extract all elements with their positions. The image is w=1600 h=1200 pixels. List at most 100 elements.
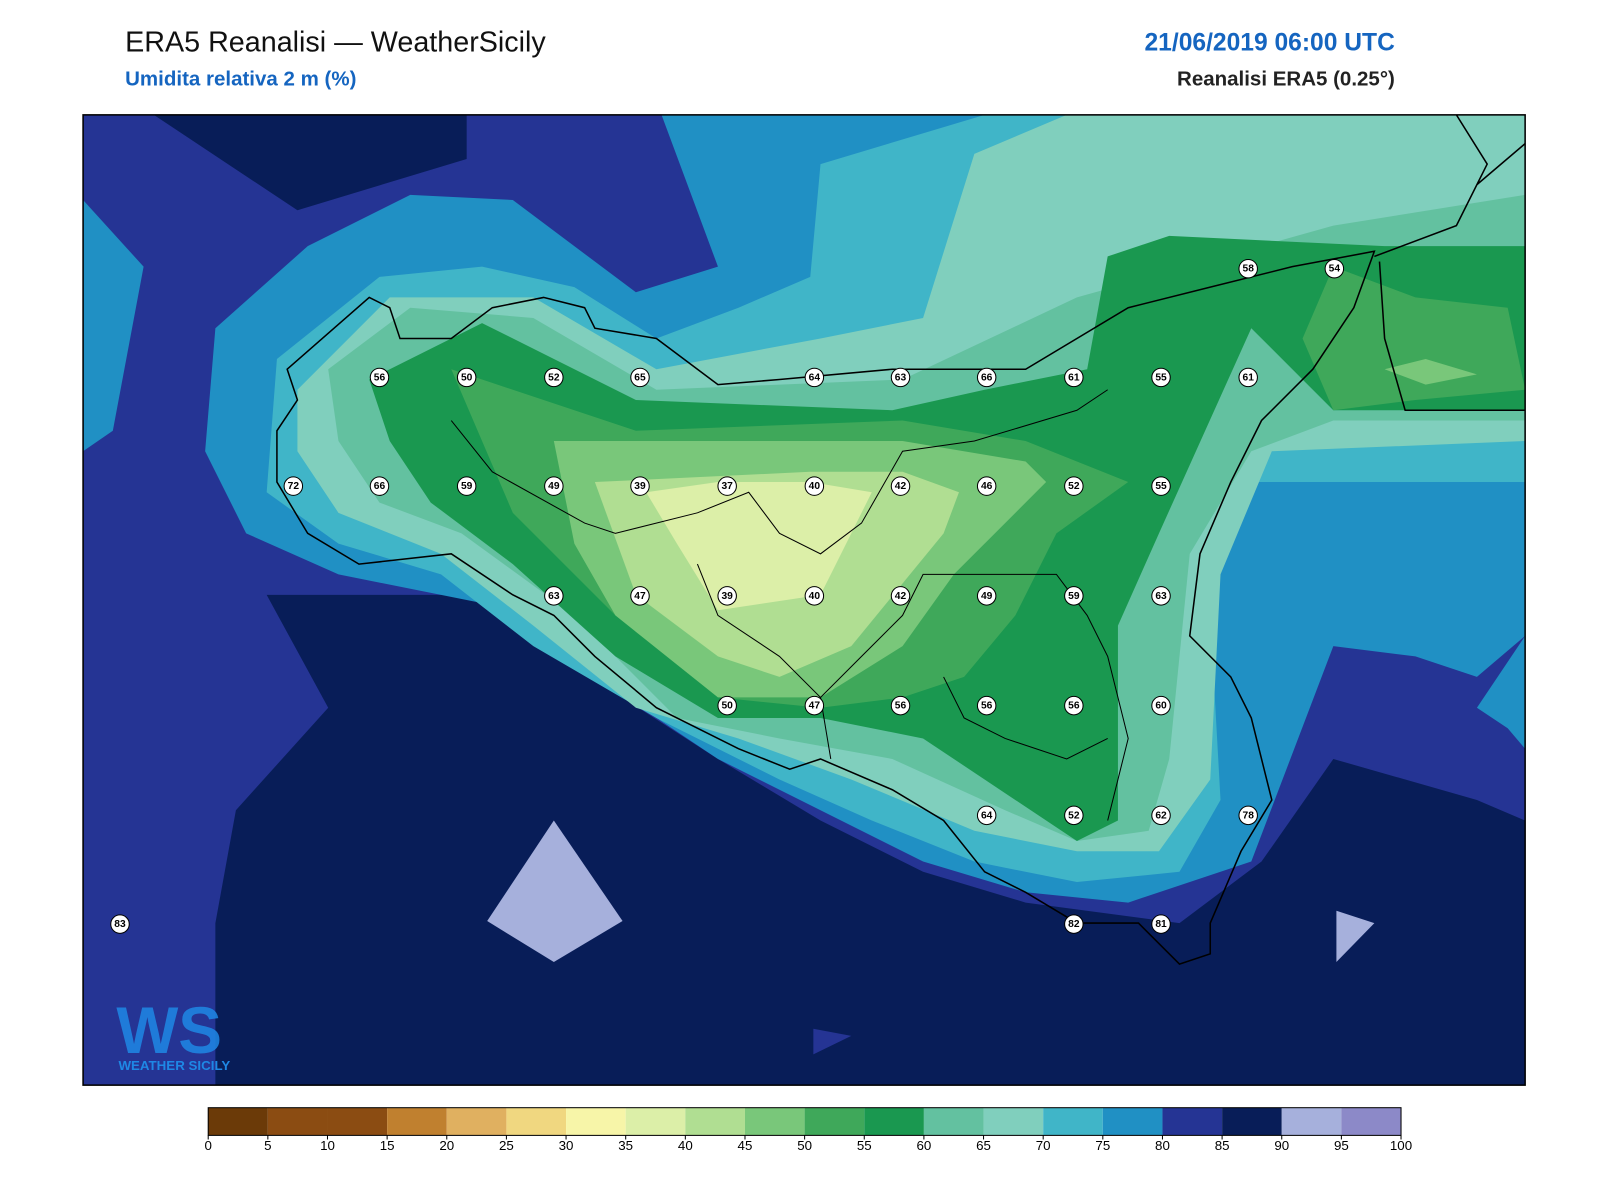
colorbar-bin <box>983 1107 1044 1136</box>
station-value: 54 <box>1329 264 1341 275</box>
station: 56 <box>976 695 997 716</box>
station-marker <box>456 476 477 496</box>
station-value: 56 <box>1068 701 1080 712</box>
colorbar-bin <box>1162 1107 1223 1136</box>
coastline <box>276 114 1526 965</box>
station: 61 <box>1238 367 1258 388</box>
station-value: 37 <box>721 481 733 492</box>
station: 42 <box>890 586 911 606</box>
contour-band <box>1476 635 1526 749</box>
logo-mark: WS <box>116 994 222 1067</box>
station: 50 <box>717 695 737 716</box>
station-marker <box>890 586 911 606</box>
station-marker <box>456 367 477 388</box>
station-marker <box>976 367 997 388</box>
colorbar-bin <box>327 1107 388 1136</box>
station-value: 39 <box>721 591 733 602</box>
station-marker <box>976 586 997 606</box>
station-value: 50 <box>721 701 733 712</box>
station: 40 <box>804 476 825 496</box>
station: 59 <box>1064 586 1084 606</box>
station: 52 <box>1064 476 1084 496</box>
station: 55 <box>1151 367 1171 388</box>
colorbar-bin <box>625 1107 686 1136</box>
contour-band <box>487 820 623 963</box>
station: 40 <box>804 586 825 606</box>
station-value: 62 <box>1155 810 1167 821</box>
station-marker <box>110 914 130 934</box>
colorbar-bin <box>566 1107 626 1136</box>
map-frame <box>82 114 1526 1086</box>
station: 49 <box>976 586 997 606</box>
title: ERA5 Reanalisi — WeatherSicily <box>125 27 546 59</box>
station-value: 63 <box>548 591 560 602</box>
colorbar-tick-label: 85 <box>1215 1138 1230 1153</box>
station: 56 <box>369 367 390 388</box>
colorbar-tick-label: 20 <box>439 1138 454 1153</box>
station: 81 <box>1151 914 1171 934</box>
contour-band <box>83 199 144 452</box>
station-marker <box>1324 258 1345 279</box>
colorbar-bin <box>1043 1107 1103 1136</box>
station: 64 <box>976 805 997 826</box>
station-value: 60 <box>1155 701 1167 712</box>
colorbar-bin <box>744 1107 805 1136</box>
station-marker <box>544 586 564 606</box>
colorbar-tick-label: 25 <box>499 1138 514 1153</box>
station: 56 <box>890 695 911 716</box>
station-marker <box>1151 586 1171 606</box>
station-value: 82 <box>1068 919 1080 930</box>
colorbar-tick-label: 60 <box>916 1138 931 1153</box>
station: 39 <box>717 586 737 606</box>
station-marker <box>544 476 564 496</box>
station: 60 <box>1151 695 1171 716</box>
station-value: 40 <box>809 481 821 492</box>
station-value: 55 <box>1155 372 1167 383</box>
station: 61 <box>1064 367 1084 388</box>
station: 56 <box>1064 695 1084 716</box>
station-value: 56 <box>895 701 907 712</box>
station-value: 63 <box>1155 591 1167 602</box>
contour-band <box>1384 358 1477 385</box>
station: 64 <box>804 367 825 388</box>
colorbar-tick-label: 30 <box>559 1138 574 1153</box>
station: 46 <box>976 476 997 496</box>
colorbar-tick-label: 40 <box>678 1138 693 1153</box>
station: 59 <box>456 476 477 496</box>
station-value: 61 <box>1068 372 1080 383</box>
contour-fields <box>83 114 1526 1086</box>
station-value: 42 <box>895 481 907 492</box>
station: 47 <box>804 695 825 716</box>
colorbar-tick-label: 50 <box>797 1138 812 1153</box>
station-marker <box>1064 586 1084 606</box>
station-value: 42 <box>895 591 907 602</box>
colorbar-bin <box>1341 1107 1402 1136</box>
station-value: 63 <box>895 372 907 383</box>
station-value: 59 <box>1068 591 1080 602</box>
station-value: 52 <box>1068 481 1080 492</box>
station-marker <box>1064 914 1084 934</box>
colorbar-tick-label: 5 <box>264 1138 271 1153</box>
contour-band <box>1336 910 1375 963</box>
station: 78 <box>1238 805 1258 826</box>
station-marker <box>1151 695 1171 716</box>
station-value: 83 <box>114 919 126 930</box>
station-marker <box>804 586 825 606</box>
colorbar-tick-label: 35 <box>618 1138 633 1153</box>
station-value: 59 <box>461 481 473 492</box>
station: 50 <box>456 367 477 388</box>
station: 49 <box>544 476 564 496</box>
station-value: 50 <box>461 372 473 383</box>
station-value: 56 <box>981 701 993 712</box>
station: 66 <box>976 367 997 388</box>
station-marker <box>630 367 650 388</box>
station-marker <box>283 476 304 496</box>
logo-name: WEATHER SICILY <box>118 1058 230 1073</box>
station-value: 49 <box>548 481 560 492</box>
station-value: 64 <box>981 810 993 821</box>
station-value: 65 <box>634 372 646 383</box>
station: 55 <box>1151 476 1171 496</box>
station-marker <box>1151 914 1171 934</box>
station-marker <box>1151 476 1171 496</box>
